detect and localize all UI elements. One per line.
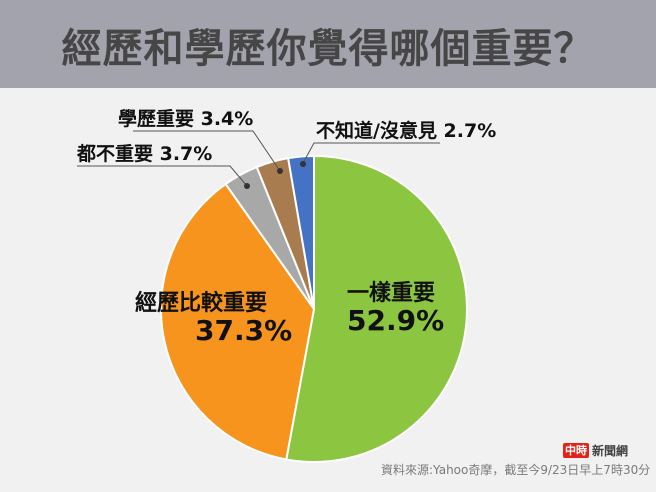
leader-line-neither <box>77 165 248 187</box>
header-banner: 經歷和學歷你覺得哪個重要？ <box>0 0 656 88</box>
label-degree: 學歷重要 3.4% <box>118 108 254 130</box>
chinatimes-logo: 中時 新聞網 <box>563 443 628 458</box>
chart-title: 經歷和學歷你覺得哪個重要？ <box>61 26 595 72</box>
label-same-value: 52.9% <box>347 304 445 337</box>
label-same-name: 一樣重要 <box>347 281 436 306</box>
leader-line-unknown <box>302 142 440 164</box>
leader-dots <box>244 161 306 189</box>
leader-dot-unknown <box>300 161 306 167</box>
label-unknown: 不知道/沒意見 2.7% <box>316 120 497 142</box>
leader-line-degree <box>133 130 281 172</box>
logo-badge: 中時 <box>563 443 589 458</box>
pie-slice-0 <box>285 155 468 463</box>
source-note: 資料來源:Yahoo奇摩，截至今9/23日早上7時30分 <box>381 463 651 477</box>
pie-slice-1 <box>160 183 315 461</box>
pie-slices <box>160 155 468 463</box>
label-neither: 都不重要 3.7% <box>77 143 213 165</box>
pie-slice-4 <box>287 155 315 310</box>
leader-dot-degree <box>277 168 283 174</box>
label-experience-value: 37.3% <box>195 314 293 347</box>
logo-brand: 新聞網 <box>592 444 629 458</box>
leader-dot-neither <box>244 183 250 189</box>
leader-lines <box>77 130 440 187</box>
label-experience-name: 經歷比較重要 <box>135 291 268 316</box>
